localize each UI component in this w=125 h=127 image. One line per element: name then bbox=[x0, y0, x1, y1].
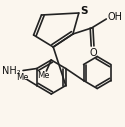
Text: Me: Me bbox=[16, 73, 28, 82]
Text: S: S bbox=[80, 6, 88, 16]
Text: Me: Me bbox=[37, 72, 50, 81]
Text: NH₂: NH₂ bbox=[2, 66, 21, 75]
Text: O: O bbox=[90, 48, 97, 58]
Text: OH: OH bbox=[108, 12, 123, 22]
